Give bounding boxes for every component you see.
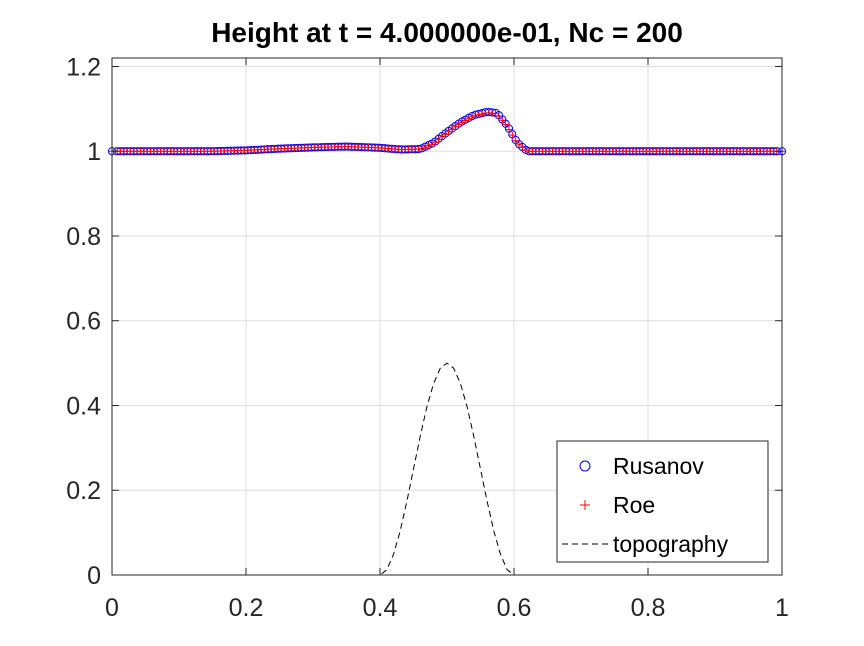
data-point-roe bbox=[452, 123, 459, 131]
data-point-roe bbox=[475, 111, 483, 119]
y-tick-label: 1.2 bbox=[66, 53, 101, 81]
legend-label: Rusanov bbox=[613, 453, 704, 479]
data-point-roe bbox=[498, 116, 506, 124]
legend-box bbox=[556, 440, 769, 563]
legend: Rusanov Roe topography bbox=[556, 440, 769, 563]
data-point-roe bbox=[415, 145, 422, 153]
legend-label: topography bbox=[613, 531, 729, 557]
data-point-roe bbox=[472, 112, 479, 119]
data-point-roe bbox=[495, 112, 503, 120]
data-point-roe bbox=[435, 136, 442, 143]
legend-marker-plus bbox=[580, 500, 590, 510]
y-tick-label: 0.8 bbox=[66, 223, 101, 251]
data-point-roe bbox=[519, 144, 526, 151]
data-point-roe bbox=[445, 128, 452, 136]
data-point-roe bbox=[515, 141, 523, 149]
axes: 0 0.2 0.4 0.6 0.8 1 0 0.2 0.4 0.6 0.8 1 1.2 Rusanov Ro… bbox=[66, 53, 789, 622]
y-tick-label: 1 bbox=[87, 138, 101, 166]
data-point-roe bbox=[421, 143, 429, 151]
x-tick-label: 0.6 bbox=[497, 594, 532, 622]
data-point-roe bbox=[478, 110, 486, 118]
data-point-roe bbox=[509, 131, 516, 139]
data-point-roe bbox=[428, 140, 436, 148]
legend-label: Roe bbox=[613, 492, 655, 518]
data-point-roe bbox=[425, 142, 432, 149]
y-tick-label: 0.6 bbox=[66, 308, 101, 336]
x-tick-label: 1 bbox=[775, 594, 789, 622]
x-tick-label: 0 bbox=[105, 594, 119, 622]
data-point-roe bbox=[468, 113, 476, 121]
data-point-roe bbox=[512, 137, 519, 145]
data-point-roe bbox=[492, 110, 499, 118]
y-tick-label: 0.4 bbox=[66, 392, 101, 420]
data-point-roe bbox=[455, 121, 463, 128]
data-point-roe bbox=[418, 145, 426, 152]
data-point-roe bbox=[431, 138, 439, 146]
legend-marker-circle bbox=[579, 460, 591, 472]
axes-box bbox=[111, 57, 783, 576]
x-tick-label: 0.8 bbox=[631, 594, 666, 622]
y-tick-label: 0.2 bbox=[66, 477, 101, 505]
data-point-roe bbox=[448, 126, 456, 133]
data-point-roe bbox=[505, 126, 513, 133]
data-point-roe bbox=[458, 119, 466, 126]
y-tick-label: 0 bbox=[87, 562, 101, 590]
x-tick-label: 0.2 bbox=[229, 594, 264, 622]
data-point-roe bbox=[465, 115, 473, 123]
data-point-roe bbox=[502, 121, 509, 128]
data-point-roe bbox=[438, 133, 446, 141]
x-tick-label: 0.4 bbox=[363, 594, 398, 622]
data-point-roe bbox=[462, 117, 469, 124]
series-roe bbox=[108, 109, 786, 155]
chart-title: Height at t = 4.000000e-01, Nc = 200 bbox=[211, 17, 683, 48]
data-point-roe bbox=[442, 131, 449, 138]
data-point-roe bbox=[522, 146, 530, 154]
